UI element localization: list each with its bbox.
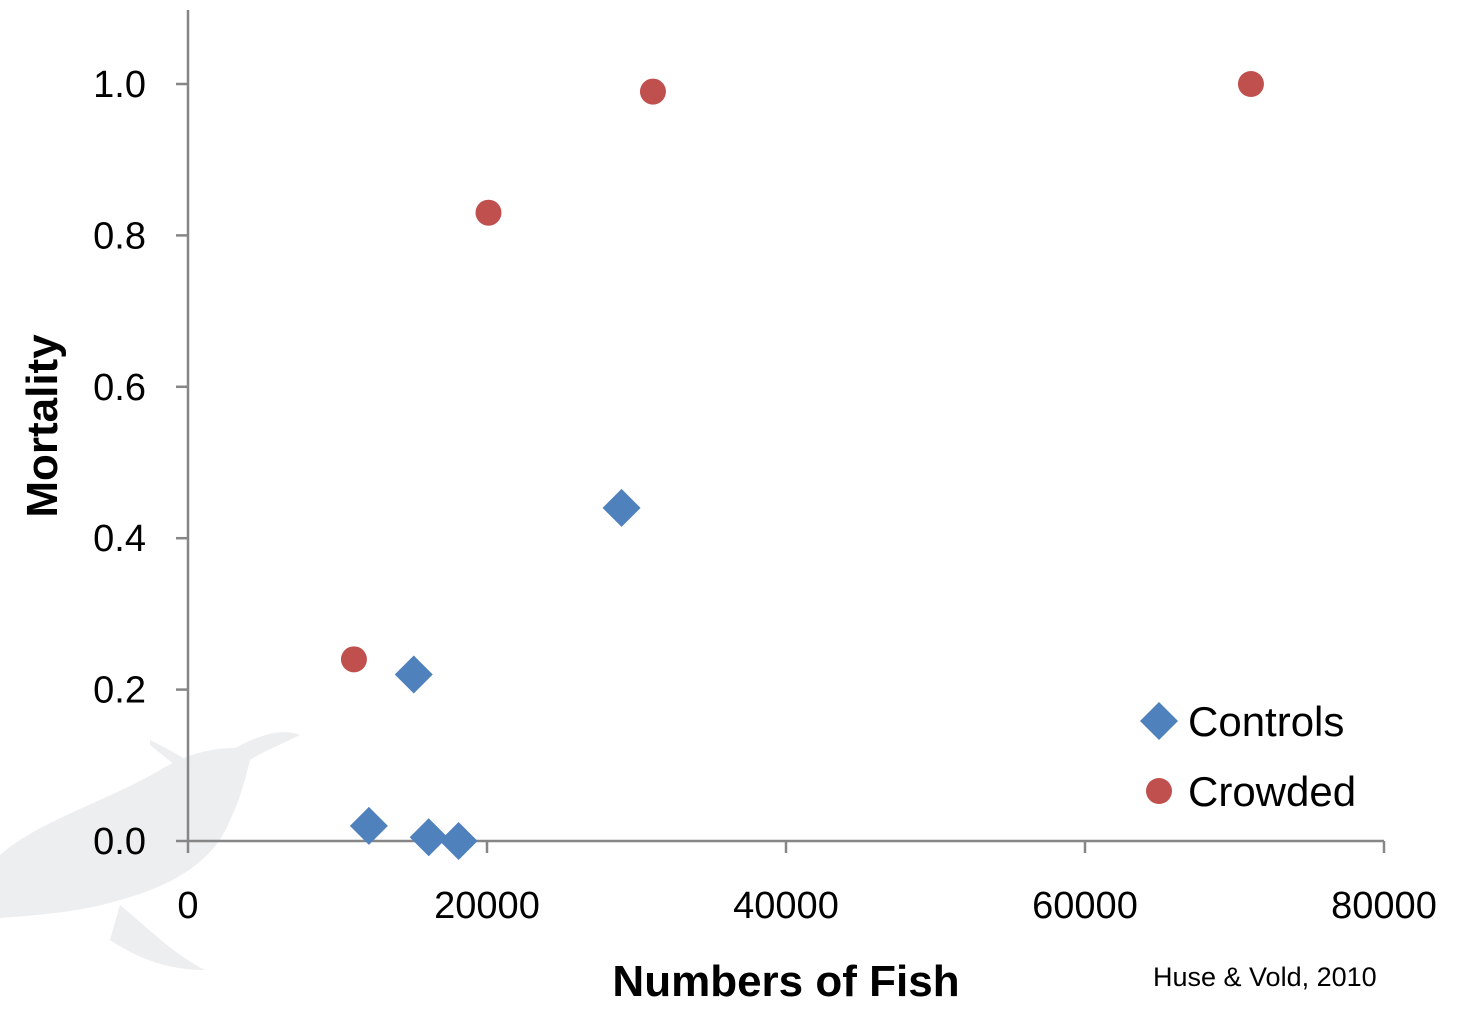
x-axis-ticks: 0 20000 40000 60000 80000 (177, 841, 1437, 927)
y-tick-label: 0.6 (93, 367, 146, 409)
y-tick-label: 0.8 (93, 215, 146, 257)
data-point-controls (349, 806, 388, 845)
series-crowded (340, 71, 1264, 673)
x-tick-label: 20000 (434, 885, 540, 927)
y-tick-label: 0.4 (93, 518, 146, 560)
legend-marker-controls (1140, 702, 1178, 740)
x-tick-label: 80000 (1331, 885, 1437, 927)
legend-label-crowded: Crowded (1188, 768, 1356, 815)
y-tick-label: 0.2 (93, 670, 146, 712)
plot-area (340, 71, 1264, 860)
legend-item-crowded: Crowded (1146, 768, 1356, 815)
y-axis-ticks: 0.0 0.2 0.4 0.6 0.8 1.0 (93, 64, 188, 863)
legend: Controls Crowded (1140, 698, 1356, 815)
x-axis-title: Numbers of Fish (612, 957, 959, 1006)
series-controls (349, 488, 641, 860)
data-point-controls (394, 655, 433, 694)
watermark-fish-graphic (0, 732, 300, 970)
legend-item-controls: Controls (1140, 698, 1344, 745)
x-tick-label: 40000 (733, 885, 839, 927)
data-point-crowded (639, 78, 666, 105)
y-tick-label: 0.0 (93, 821, 146, 863)
citation-text: Huse & Vold, 2010 (1153, 962, 1377, 992)
data-point-controls (409, 818, 448, 857)
x-tick-label: 0 (177, 885, 198, 927)
legend-label-controls: Controls (1188, 698, 1344, 745)
x-tick-label: 60000 (1032, 885, 1138, 927)
data-point-controls (602, 488, 641, 527)
data-point-controls (439, 822, 478, 860)
data-point-crowded (1237, 71, 1264, 97)
y-tick-label: 1.0 (93, 64, 146, 106)
y-axis-title: Mortality (18, 334, 67, 518)
data-point-crowded (340, 646, 367, 673)
legend-marker-crowded (1146, 778, 1172, 804)
data-point-crowded (475, 199, 502, 226)
